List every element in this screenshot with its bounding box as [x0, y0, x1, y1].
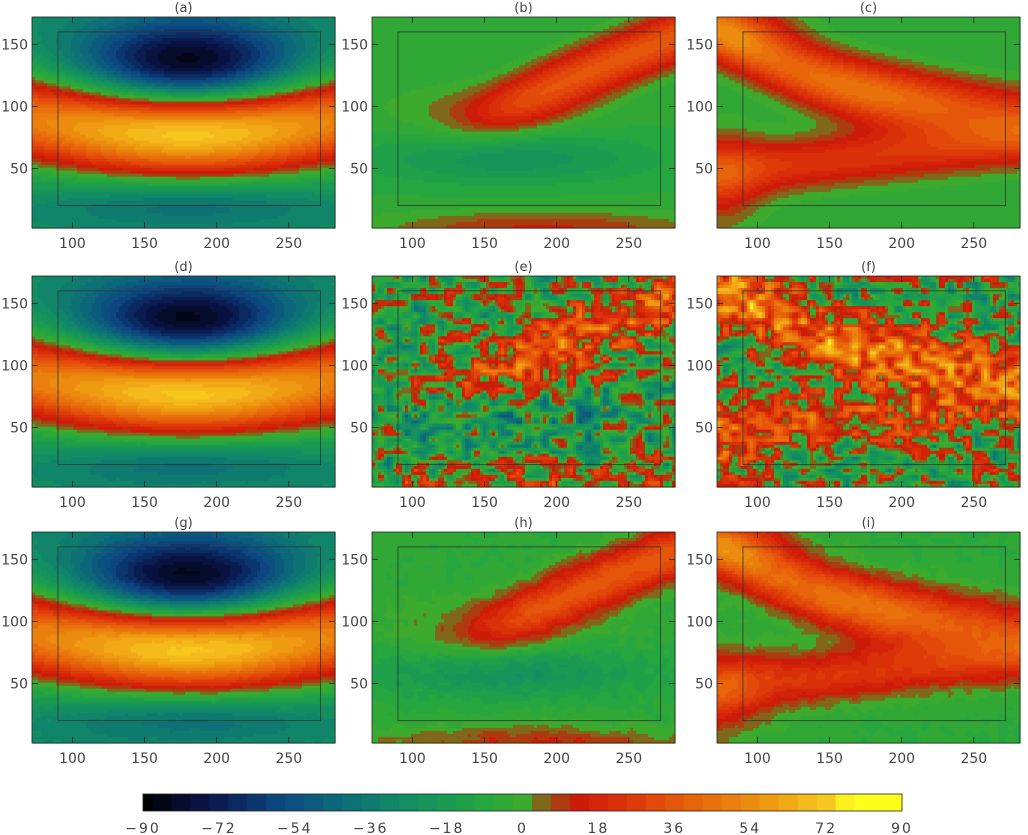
panel-a: (a)100 150 200 25050100150 [1, 1, 335, 252]
